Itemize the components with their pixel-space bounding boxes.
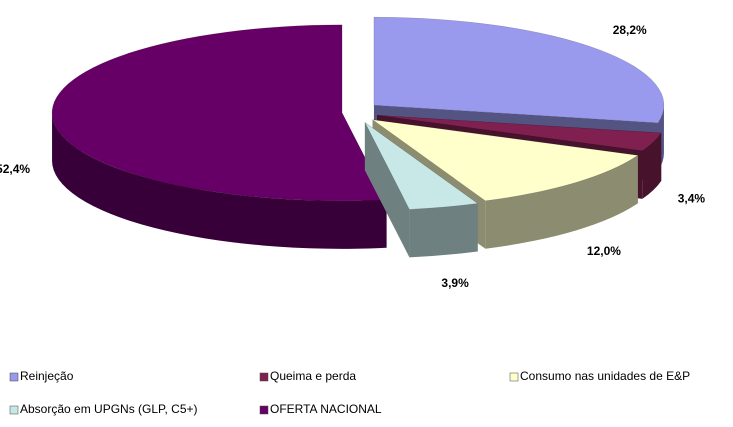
legend-label: Queima e perda	[270, 369, 356, 383]
legend-swatch	[509, 372, 519, 382]
slice	[373, 16, 665, 124]
data-label: 12,0%	[587, 244, 621, 258]
data-label: 28,2%	[613, 23, 647, 37]
slice-side	[364, 122, 410, 258]
data-label: 3,4%	[678, 191, 706, 205]
legend-swatch	[9, 372, 19, 382]
legend-swatch	[259, 372, 269, 382]
slice-group	[364, 122, 479, 258]
slice-wall	[52, 112, 387, 249]
slice-group	[51, 24, 387, 249]
slice	[364, 122, 479, 210]
slice	[372, 119, 639, 202]
data-label: 52,4%	[0, 162, 30, 176]
slice-wall	[409, 203, 478, 258]
legend-label: Reinjeção	[20, 369, 74, 383]
slice-wall	[485, 155, 638, 249]
legend-label: Consumo nas unidades de E&P	[520, 369, 690, 383]
legend-label: OFERTA NACIONAL	[270, 402, 382, 416]
data-label: 3,9%	[441, 276, 469, 290]
legend-swatch	[259, 405, 269, 415]
slice	[377, 115, 662, 152]
slice-wall	[642, 133, 662, 199]
slice	[51, 24, 387, 202]
legend-label: Absorção em UPGNs (GLP, C5+)	[20, 402, 198, 416]
legend-swatch	[9, 405, 19, 415]
